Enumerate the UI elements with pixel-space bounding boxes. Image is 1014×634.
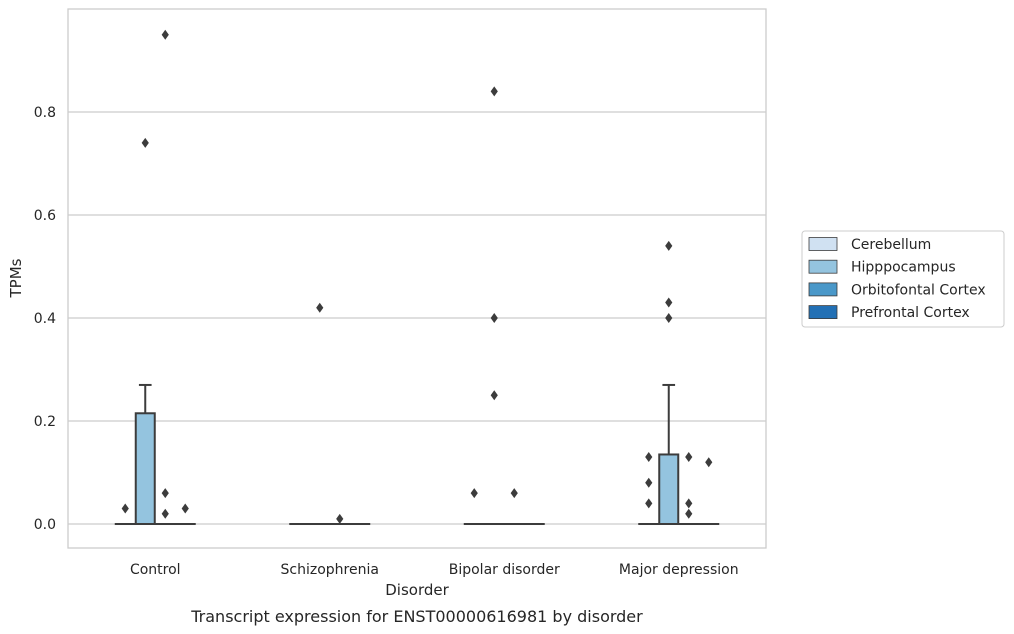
outlier-point bbox=[645, 477, 653, 488]
outlier-point bbox=[685, 508, 693, 519]
outlier-point bbox=[181, 503, 189, 514]
x-axis-title: Disorder bbox=[385, 581, 449, 599]
y-tick-label: 0.2 bbox=[34, 414, 56, 430]
legend: Cerebellum Hipppocampus Orbitofontal Corte… bbox=[801, 230, 1005, 328]
y-tick-label: 0.0 bbox=[34, 517, 56, 533]
outlier-point bbox=[665, 313, 673, 323]
outlier-point bbox=[316, 302, 324, 313]
box-group bbox=[638, 452, 660, 526]
outlier-point bbox=[510, 488, 518, 499]
box-group bbox=[658, 240, 680, 526]
outlier-point bbox=[645, 498, 653, 509]
box-group bbox=[698, 457, 720, 526]
legend-label: Orbitofontal Cortex bbox=[851, 282, 986, 298]
y-tick-label: 0.6 bbox=[34, 208, 56, 224]
outlier-point bbox=[161, 488, 169, 499]
box-group bbox=[483, 86, 505, 526]
outlier-point bbox=[705, 457, 713, 468]
outlier-point bbox=[490, 390, 498, 401]
outlier-point bbox=[161, 508, 169, 519]
box-group bbox=[174, 503, 196, 526]
outlier-point bbox=[490, 86, 498, 97]
x-axis-ticks: Control Schizophrenia Bipolar disorder Majo… bbox=[130, 562, 739, 578]
outlier-point bbox=[665, 240, 673, 251]
box-group bbox=[154, 29, 176, 526]
legend-swatch bbox=[808, 259, 838, 274]
outlier-point bbox=[161, 29, 169, 40]
chart-caption: Transcript expression for ENST0000061698… bbox=[190, 607, 643, 626]
legend-frame bbox=[801, 230, 1005, 328]
x-tick-label: Schizophrenia bbox=[281, 562, 379, 578]
y-tick-label: 0.4 bbox=[34, 311, 56, 327]
legend-swatch bbox=[808, 282, 838, 297]
legend-label: Prefrontal Cortex bbox=[851, 305, 970, 321]
box bbox=[134, 412, 156, 525]
box bbox=[658, 453, 680, 526]
y-axis-ticks: 0.0 0.2 0.4 0.6 0.8 bbox=[34, 105, 56, 533]
outlier-point bbox=[490, 313, 498, 323]
outlier-point bbox=[665, 297, 673, 308]
outlier-point bbox=[645, 452, 653, 463]
outlier-point bbox=[685, 498, 693, 509]
x-tick-label: Bipolar disorder bbox=[449, 562, 560, 578]
y-axis-title: TPMs bbox=[7, 258, 25, 298]
box-group bbox=[134, 137, 156, 525]
plot-frame bbox=[67, 8, 767, 549]
outlier-point bbox=[470, 488, 478, 499]
box-group bbox=[678, 452, 700, 526]
outlier-point bbox=[336, 513, 344, 524]
y-tick-label: 0.8 bbox=[34, 105, 56, 121]
x-tick-label: Control bbox=[130, 562, 181, 578]
legend-label: Cerebellum bbox=[851, 237, 931, 253]
x-tick-label: Major depression bbox=[619, 562, 739, 578]
outlier-point bbox=[121, 503, 129, 514]
legend-swatch bbox=[808, 237, 838, 251]
legend-label: Hipppocampus bbox=[851, 260, 956, 276]
outlier-point bbox=[141, 137, 149, 148]
legend-swatch bbox=[808, 305, 838, 320]
box-plot-marks bbox=[114, 29, 720, 526]
outlier-point bbox=[685, 452, 693, 463]
